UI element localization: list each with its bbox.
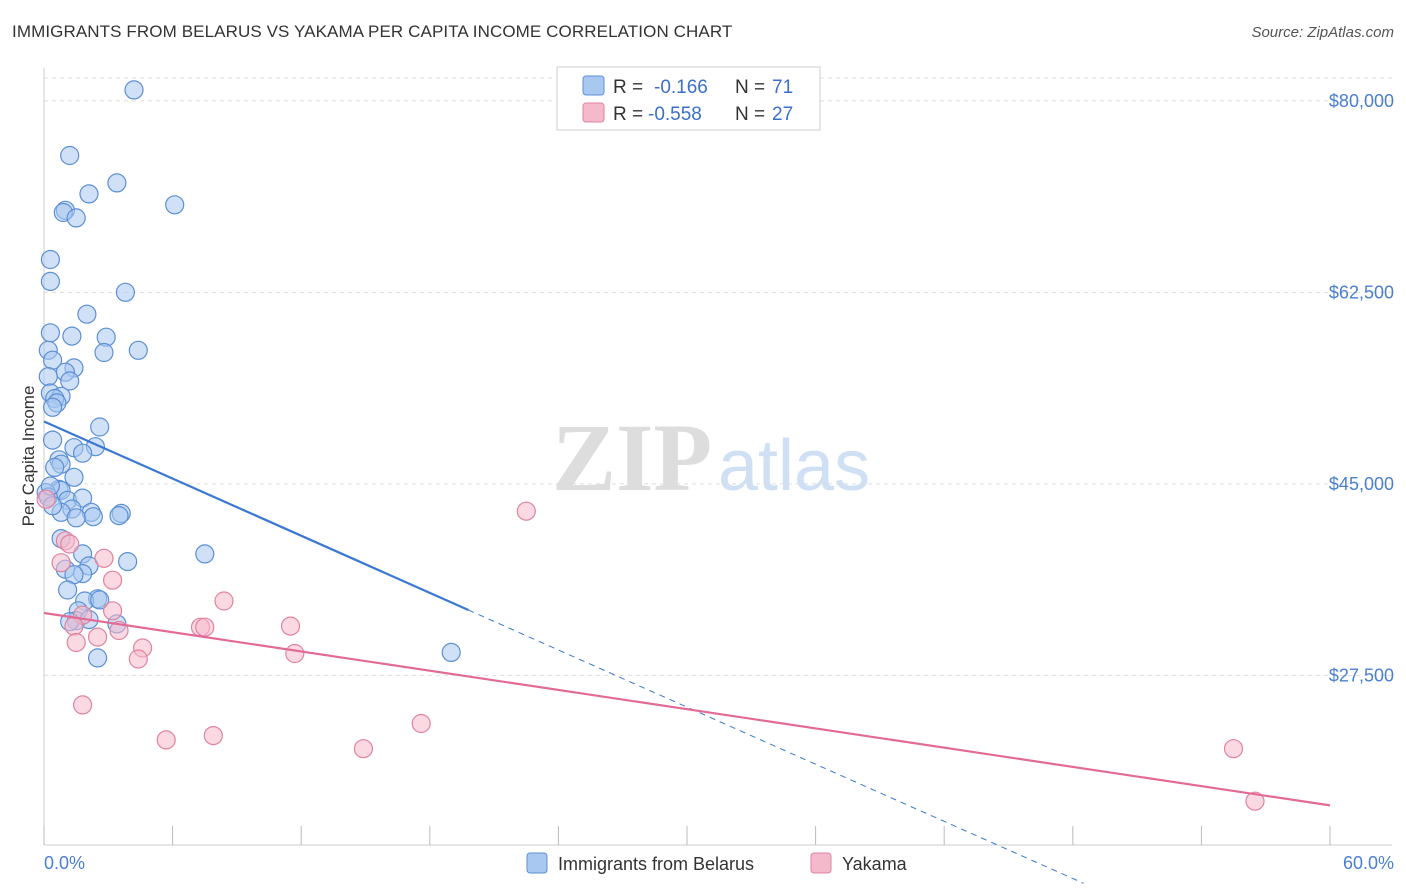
y-tick-label-1: $45,000: [1329, 474, 1394, 494]
belarus-point-10: [115, 282, 136, 302]
yakama-point-10: [64, 616, 84, 636]
yakama-point-4: [51, 553, 71, 573]
legend-n-label-1: N =: [735, 77, 765, 98]
watermark-atlas: atlas: [718, 426, 870, 506]
belarus-point-65: [441, 642, 461, 663]
belarus-point-9: [40, 271, 61, 291]
belarus-point-51: [117, 551, 138, 572]
belarus-point-46: [83, 507, 103, 527]
belarus-point-45: [109, 505, 129, 526]
trend-lines: [43, 420, 1331, 884]
belarus-point-15: [128, 340, 148, 360]
belarus-point-0: [124, 80, 144, 100]
yakama-point-0: [36, 489, 56, 509]
belarus-point-29: [42, 430, 63, 450]
correlation-legend: R = -0.166 N = 71 R = -0.558 N = 27: [556, 66, 821, 131]
y-tick-labels: $27,500 $45,000 $62,500 $80,000: [1329, 91, 1394, 686]
belarus-point-17: [94, 342, 114, 363]
yakama-point-24: [1223, 739, 1244, 759]
legend-n-value-1: 71: [772, 77, 793, 98]
yakama-point-6: [102, 570, 123, 590]
chart-source: Source: ZipAtlas.com: [1251, 24, 1394, 41]
belarus-point-22: [38, 367, 58, 387]
belarus-point-7: [66, 208, 86, 228]
bottom-legend-label-belarus: Immigrants from Belarus: [558, 854, 754, 874]
yakama-point-23: [411, 713, 431, 734]
belarus-point-1: [60, 145, 80, 166]
axes: [43, 68, 1392, 846]
belarus-point-66: [87, 648, 108, 668]
grid-lines: [44, 77, 1392, 676]
belarus-point-27: [42, 397, 63, 417]
series-legend: Immigrants from Belarus Yakama: [526, 852, 908, 874]
legend-swatch-pink: [582, 102, 605, 123]
series-yakama-points: [36, 489, 1265, 811]
x-tick-label-min: 0.0%: [44, 853, 85, 873]
yakama-point-17: [128, 649, 148, 669]
yakama-point-13: [280, 616, 301, 636]
yakama-point-12: [195, 617, 215, 637]
yakama-point-18: [285, 643, 305, 664]
yakama-point-20: [156, 730, 176, 750]
belarus-point-35: [45, 457, 65, 477]
trend-line-belarus: [43, 420, 469, 612]
yakama-point-1: [516, 501, 536, 521]
belarus-point-3: [79, 184, 99, 204]
y-axis-title: Per Capita Income: [19, 386, 38, 527]
belarus-point-8: [40, 249, 61, 270]
yakama-point-9: [102, 601, 123, 621]
chart-title: IMMIGRANTS FROM BELARUS VS YAKAMA PER CA…: [12, 22, 733, 41]
belarus-point-4: [165, 195, 185, 215]
yakama-point-5: [94, 548, 114, 568]
belarus-point-36: [64, 467, 84, 487]
bottom-legend-swatch-pink: [810, 852, 832, 874]
legend-r-label-1: R =: [613, 77, 643, 98]
legend-swatch-blue: [582, 75, 605, 96]
belarus-point-28: [90, 417, 110, 437]
belarus-point-59: [90, 590, 110, 610]
series-belarus-points: [36, 80, 461, 668]
yakama-point-21: [203, 725, 223, 746]
y-tick-label-3: $80,000: [1329, 91, 1394, 111]
belarus-point-2: [107, 173, 127, 193]
yakama-point-3: [60, 534, 80, 554]
yakama-point-22: [353, 739, 373, 759]
yakama-point-7: [214, 591, 234, 611]
legend-r-label-2: R =: [613, 104, 643, 125]
x-ticks: [43, 826, 1331, 845]
yakama-point-25: [1245, 791, 1265, 811]
belarus-point-12: [40, 323, 61, 343]
belarus-point-56: [57, 580, 78, 600]
watermark-zip: ZIP: [552, 404, 712, 511]
legend-n-value-2: 27: [772, 104, 793, 125]
belarus-point-32: [72, 443, 93, 463]
y-tick-label-2: $62,500: [1329, 282, 1394, 302]
belarus-point-47: [66, 508, 86, 528]
bottom-legend-label-yakama: Yakama: [842, 854, 908, 874]
bottom-legend-swatch-blue: [526, 852, 548, 874]
trend-line-belarus-extension: [468, 609, 1084, 884]
belarus-point-11: [77, 304, 97, 324]
y-tick-label-0: $27,500: [1329, 665, 1394, 685]
yakama-point-19: [72, 695, 93, 715]
legend-n-label-2: N =: [735, 104, 765, 125]
belarus-point-50: [195, 544, 215, 564]
trend-line-yakama: [43, 611, 1331, 807]
x-tick-label-max: 60.0%: [1343, 853, 1394, 873]
legend-r-value-2: -0.558: [648, 104, 702, 125]
belarus-point-13: [62, 326, 82, 346]
belarus-point-21: [60, 371, 80, 391]
yakama-point-14: [87, 627, 108, 647]
yakama-point-15: [66, 632, 86, 653]
legend-r-value-1: -0.166: [654, 77, 708, 98]
